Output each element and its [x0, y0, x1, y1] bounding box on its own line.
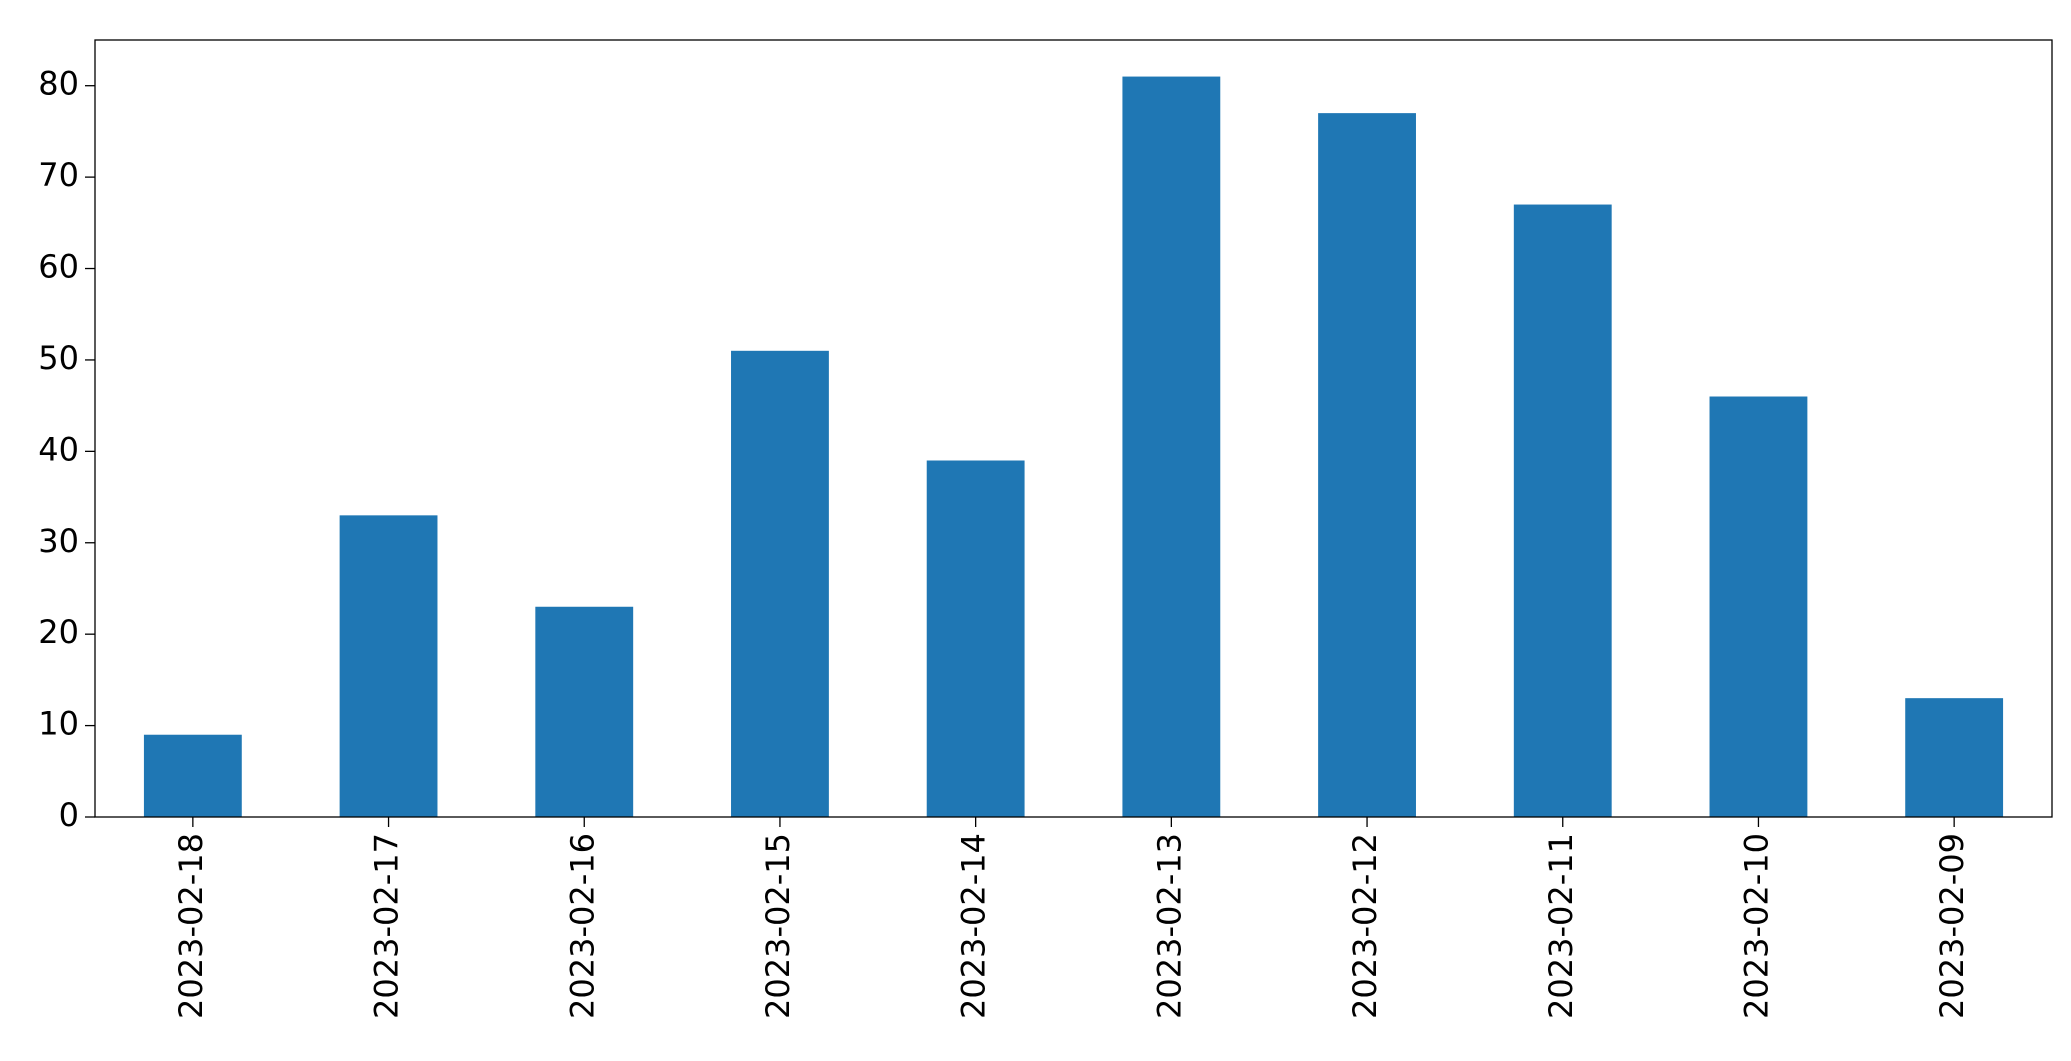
y-tick-label: 30: [38, 522, 79, 560]
y-tick-label: 0: [59, 796, 79, 834]
bar: [1709, 396, 1808, 817]
y-tick-label: 40: [38, 430, 79, 468]
x-tick-label: 2023-02-13: [1150, 833, 1188, 1019]
x-tick-label: 2023-02-10: [1737, 833, 1775, 1019]
x-tick-label: 2023-02-17: [368, 833, 406, 1019]
x-tick-label: 2023-02-09: [1933, 833, 1971, 1019]
x-tick-label: 2023-02-16: [563, 833, 601, 1019]
x-tick-label: 2023-02-15: [759, 833, 797, 1019]
bar: [339, 515, 438, 817]
x-tick-label: 2023-02-12: [1346, 833, 1384, 1019]
y-tick-label: 10: [38, 705, 79, 743]
y-tick-label: 80: [38, 65, 79, 103]
y-tick-label: 60: [38, 248, 79, 286]
bar: [1905, 698, 2004, 817]
x-tick-label: 2023-02-14: [955, 833, 993, 1019]
bar: [1318, 113, 1416, 818]
x-tick-label: 2023-02-11: [1542, 833, 1580, 1019]
bar: [926, 460, 1025, 817]
bar: [535, 606, 634, 817]
y-tick-label: 70: [38, 156, 79, 194]
x-tick-label: 2023-02-18: [172, 833, 210, 1019]
bar: [1122, 76, 1221, 818]
bar: [143, 734, 242, 817]
bar: [731, 350, 829, 817]
bar: [1513, 204, 1612, 817]
y-tick-label: 50: [38, 339, 79, 377]
y-tick-label: 20: [38, 613, 79, 651]
plot-frame: [94, 39, 2053, 818]
